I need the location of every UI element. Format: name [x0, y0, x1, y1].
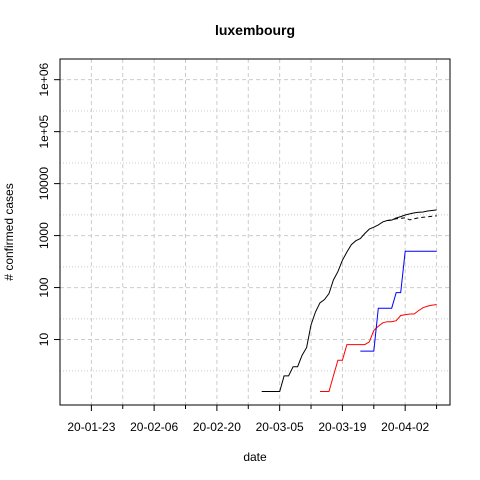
- y-tick-label: 10: [37, 333, 51, 347]
- grid: [60, 58, 450, 405]
- series-line-1: [387, 215, 437, 221]
- y-tick-label: 1e+05: [37, 114, 51, 148]
- y-axis: 10 100 1000 10000 1e+05 1e+06: [37, 63, 60, 347]
- x-tick-label: 20-02-20: [193, 420, 241, 434]
- x-axis-label: date: [243, 450, 267, 464]
- y-tick-label: 100: [37, 277, 51, 297]
- series-line-3: [360, 250, 437, 352]
- x-tick-label: 20-03-05: [256, 420, 304, 434]
- x-tick-label: 20-04-02: [381, 420, 429, 434]
- x-tick-label: 20-03-19: [318, 420, 366, 434]
- y-axis-label: # confirmed cases: [2, 183, 16, 280]
- plot-frame: [59, 58, 451, 406]
- x-axis: 20-01-23 20-02-06 20-02-20 20-03-05 20-03-19…: [67, 405, 438, 434]
- chart-title: luxembourg: [215, 22, 295, 38]
- series-line-2: [320, 304, 437, 392]
- x-tick-label: 20-01-23: [67, 420, 115, 434]
- y-tick-label: 10000: [37, 167, 51, 201]
- y-tick-label: 1e+06: [37, 63, 51, 97]
- series-layer: [261, 209, 437, 392]
- x-tick-label: 20-02-06: [130, 420, 178, 434]
- y-tick-label: 1000: [37, 222, 51, 249]
- series-line-0: [261, 209, 437, 392]
